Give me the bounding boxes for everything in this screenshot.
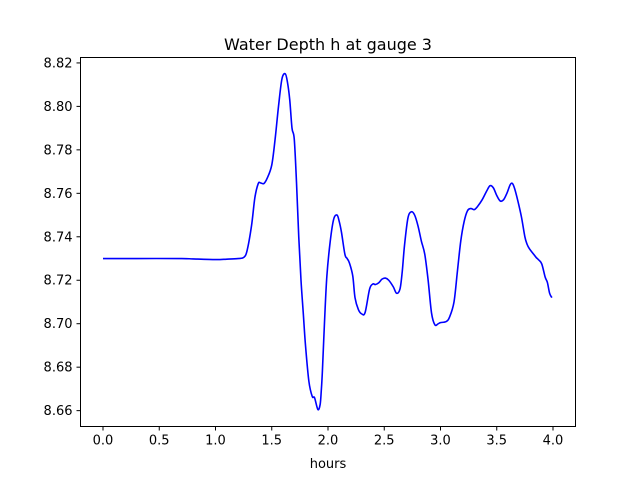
y-tick-label: 8.82	[44, 56, 73, 71]
x-tick-label: 0.0	[93, 434, 114, 449]
x-tick-label: 3.0	[430, 434, 451, 449]
x-tick-label: 4.0	[543, 434, 564, 449]
y-tick-label: 8.70	[44, 317, 73, 332]
x-tick-label: 0.5	[149, 434, 170, 449]
x-axis-label: hours	[310, 457, 347, 472]
x-tick-label: 1.0	[205, 434, 226, 449]
y-tick-label: 8.78	[44, 143, 73, 158]
y-axis: 8.66 8.68 8.70 8.72 8.74 8.76 8.78 8.80 8.82	[44, 56, 81, 419]
x-tick-label: 3.5	[486, 434, 507, 449]
y-tick-label: 8.80	[44, 100, 73, 115]
y-tick-label: 8.68	[44, 361, 73, 376]
series-line	[103, 72, 553, 411]
x-tick-label: 2.0	[318, 434, 339, 449]
chart-title: Water Depth h at gauge 3	[224, 35, 432, 54]
y-tick-label: 8.76	[44, 187, 73, 202]
x-axis: 0.0 0.5 1.0 1.5 2.0 2.5 3.0 3.5 4.0	[93, 426, 564, 449]
y-tick-label: 8.74	[44, 230, 73, 245]
x-tick-label: 1.5	[261, 434, 282, 449]
plot-frame	[80, 57, 576, 427]
plot-series	[103, 72, 553, 411]
y-tick-label: 8.72	[44, 274, 73, 289]
y-tick-label: 8.66	[44, 404, 73, 419]
x-tick-label: 2.5	[374, 434, 395, 449]
